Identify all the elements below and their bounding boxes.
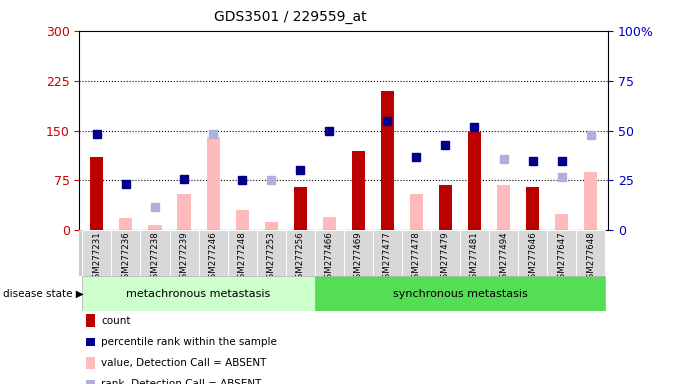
Text: GDS3501 / 229559_at: GDS3501 / 229559_at (214, 10, 366, 23)
Bar (555, 214, 568, 230)
Text: GSM277231: GSM277231 (93, 231, 102, 284)
Bar (140, 230, 169, 276)
Bar (82, 230, 111, 276)
Text: rank, Detection Call = ABSENT: rank, Detection Call = ABSENT (101, 379, 261, 384)
Bar (460, 230, 489, 276)
Bar (497, 185, 510, 230)
Text: GSM277253: GSM277253 (267, 231, 276, 284)
Bar (236, 210, 249, 230)
Bar (169, 230, 198, 276)
Bar (518, 230, 547, 276)
Bar (82, 276, 314, 311)
Text: GSM277647: GSM277647 (557, 231, 566, 284)
Bar (227, 230, 256, 276)
Text: GSM277246: GSM277246 (209, 231, 218, 284)
Text: GSM277256: GSM277256 (296, 231, 305, 284)
Bar (178, 194, 191, 230)
Text: GSM277238: GSM277238 (151, 231, 160, 284)
Bar (410, 194, 423, 230)
Bar (352, 151, 365, 230)
Text: GSM277466: GSM277466 (325, 231, 334, 284)
Bar (402, 230, 431, 276)
Bar (373, 230, 402, 276)
Text: metachronous metastasis: metachronous metastasis (126, 289, 271, 299)
Bar (314, 276, 605, 311)
Bar (111, 230, 140, 276)
Text: value, Detection Call = ABSENT: value, Detection Call = ABSENT (101, 358, 266, 368)
Text: GSM277236: GSM277236 (122, 231, 131, 284)
Text: GSM277478: GSM277478 (412, 231, 421, 284)
Text: count: count (101, 316, 131, 326)
Bar (343, 230, 373, 276)
Text: GSM277648: GSM277648 (586, 231, 595, 284)
Text: percentile rank within the sample: percentile rank within the sample (101, 337, 277, 347)
Text: GSM277239: GSM277239 (180, 231, 189, 284)
Bar (198, 230, 227, 276)
Text: GSM277469: GSM277469 (354, 231, 363, 284)
Bar (547, 230, 576, 276)
Text: GSM277481: GSM277481 (470, 231, 479, 284)
Bar (149, 225, 162, 230)
Bar (323, 217, 336, 230)
Text: GSM277646: GSM277646 (528, 231, 537, 284)
Text: synchronous metastasis: synchronous metastasis (392, 289, 527, 299)
Bar (120, 218, 133, 230)
Bar (468, 132, 481, 230)
Bar (576, 230, 605, 276)
Bar (91, 157, 104, 230)
Bar (265, 222, 278, 230)
Text: GSM277477: GSM277477 (383, 231, 392, 284)
Bar (285, 230, 314, 276)
Bar (207, 137, 220, 230)
Bar (314, 230, 343, 276)
Bar (584, 172, 597, 230)
Text: disease state ▶: disease state ▶ (3, 289, 84, 299)
Text: GSM277494: GSM277494 (499, 231, 508, 284)
Bar (431, 230, 460, 276)
Text: GSM277248: GSM277248 (238, 231, 247, 284)
Bar (439, 185, 452, 230)
Bar (489, 230, 518, 276)
Bar (381, 91, 394, 230)
Bar (526, 187, 539, 230)
Bar (294, 187, 307, 230)
Text: GSM277479: GSM277479 (441, 231, 450, 284)
Bar (256, 230, 285, 276)
